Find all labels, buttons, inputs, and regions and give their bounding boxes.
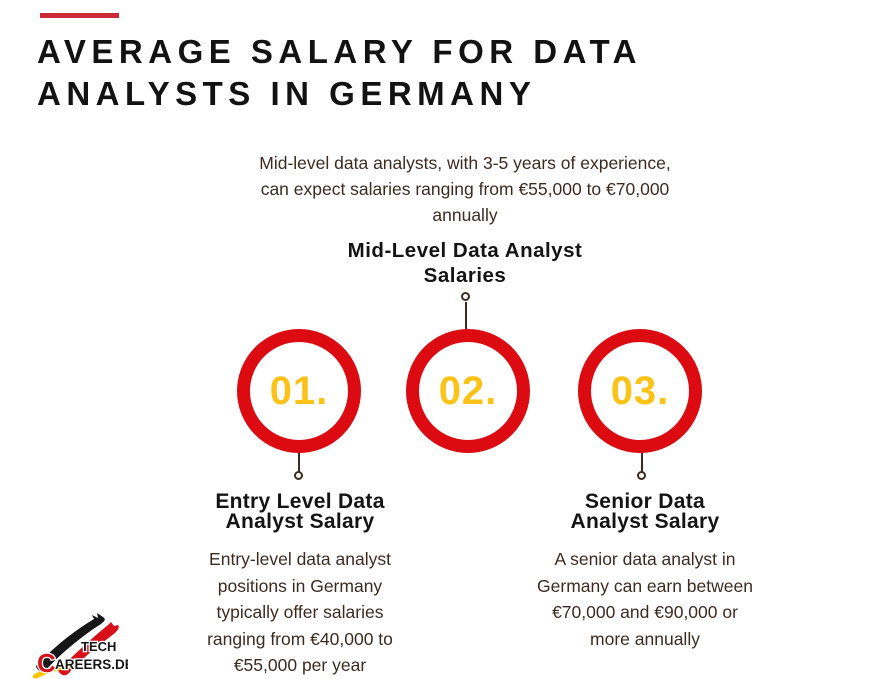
logo-initial-c: C (37, 648, 56, 678)
connector-ring-mid (461, 292, 470, 301)
entry-level-description: Entry-level data analyst positions in Ge… (207, 549, 393, 675)
connector-line-senior (641, 453, 643, 472)
connector-ring-entry (294, 471, 303, 480)
connector-line-mid (465, 302, 467, 329)
mid-level-heading: Mid-Level Data Analyst Salaries (347, 239, 583, 287)
entry-level-heading: Entry Level Data Analyst Salary (215, 490, 385, 533)
page-title: AVERAGE SALARY FOR DATA ANALYSTS IN GERM… (37, 33, 643, 112)
logo-text-tech: TECH (81, 639, 116, 654)
accent-dash (40, 13, 119, 18)
step-circle-entry: 01. (237, 329, 361, 453)
senior-level-heading: Senior Data Analyst Salary (570, 490, 720, 533)
senior-level-description: A senior data analyst in Germany can ear… (537, 549, 753, 649)
step-number-entry: 01. (269, 368, 329, 413)
step-circle-mid: 02. (406, 329, 530, 453)
step-circle-senior: 03. (578, 329, 702, 453)
mid-level-description: Mid-level data analysts, with 3-5 years … (259, 153, 671, 225)
connector-ring-senior (637, 471, 646, 480)
techcareers-logo: TECH C AREERS.DE (32, 613, 128, 679)
german-flag-brush-stroke (32, 613, 119, 679)
logo-text-careers: AREERS.DE (55, 657, 128, 672)
step-number-senior: 03. (610, 368, 670, 413)
connector-line-entry (298, 453, 300, 472)
step-number-mid: 02. (438, 368, 498, 413)
